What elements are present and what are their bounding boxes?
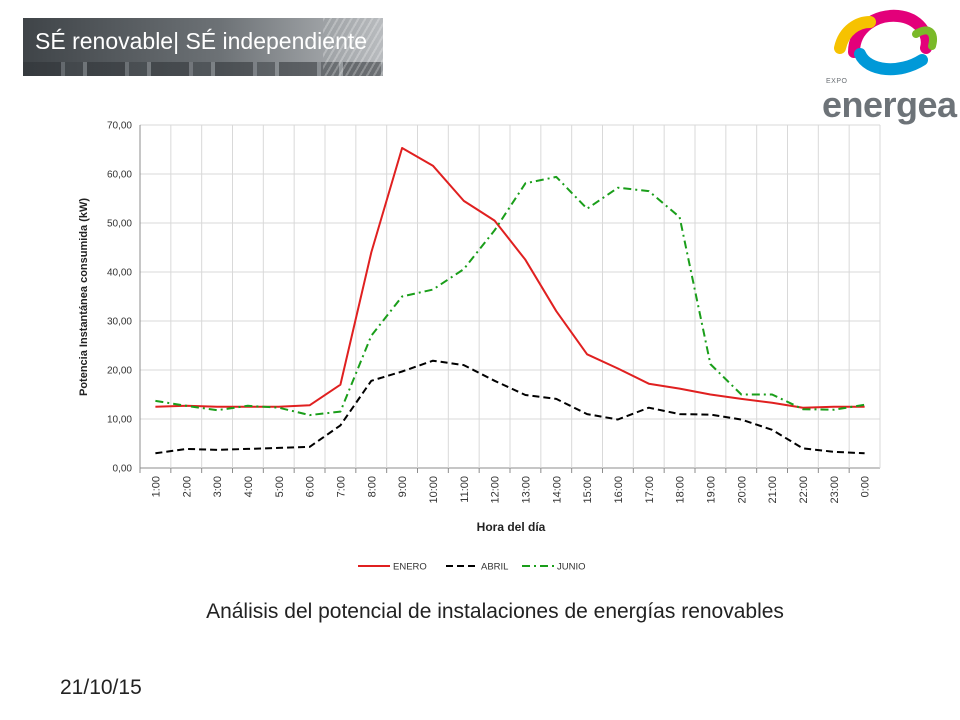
chart-legend: ENERO ABRIL JUNIO — [358, 562, 586, 573]
banner-texture — [323, 18, 383, 76]
series-line-abril — [155, 359, 865, 455]
x-tick-label: 3:00 — [212, 476, 224, 497]
chart-series — [155, 147, 865, 455]
x-tick-label: 14:00 — [551, 476, 563, 504]
x-tick-label: 7:00 — [335, 476, 347, 497]
x-tick-label: 13:00 — [520, 476, 532, 504]
slogan-banner: SÉ renovable| SÉ independiente — [23, 18, 383, 76]
x-tick-label: 17:00 — [644, 476, 656, 504]
energea-logo-mark — [834, 9, 937, 76]
series-line-enero — [155, 147, 865, 409]
slide-caption: Análisis del potencial de instalaciones … — [206, 600, 784, 623]
y-tick-label: 0,00 — [113, 464, 133, 475]
y-axis-label: Potencia Instantánea consumida (kW) — [78, 198, 90, 396]
x-tick-label: 22:00 — [798, 476, 810, 504]
x-tick-label: 6:00 — [305, 476, 317, 497]
banner-stripes — [23, 62, 383, 76]
x-tick-label: 21:00 — [767, 476, 779, 504]
energea-logo — [834, 9, 937, 76]
legend-label-abril: ABRIL — [481, 562, 508, 573]
logo-wordmark: energea — [822, 84, 957, 125]
x-axis-label: Hora del día — [477, 520, 546, 534]
x-tick-label: 5:00 — [274, 476, 286, 497]
legend-label-enero: ENERO — [393, 562, 427, 573]
y-tick-label: 40,00 — [107, 268, 132, 279]
x-tick-label: 1:00 — [150, 476, 162, 497]
x-tick-label: 8:00 — [366, 476, 378, 497]
x-tick-label: 2:00 — [181, 476, 193, 497]
x-tick-label: 15:00 — [582, 476, 594, 504]
y-tick-label: 10,00 — [107, 415, 132, 426]
banner-text: SÉ renovable| SÉ independiente — [35, 28, 368, 54]
consumption-chart: 0,0010,0020,0030,0040,0050,0060,0070,00 … — [78, 121, 881, 573]
y-tick-label: 70,00 — [107, 121, 132, 132]
x-tick-label: 16:00 — [613, 476, 625, 504]
x-tick-label: 10:00 — [428, 476, 440, 504]
y-tick-label: 20,00 — [107, 366, 132, 377]
x-tick-label: 12:00 — [490, 476, 502, 504]
x-tick-label: 4:00 — [243, 476, 255, 497]
x-tick-label: 23:00 — [829, 476, 841, 504]
y-tick-label: 50,00 — [107, 219, 132, 230]
x-tick-label: 11:00 — [459, 476, 471, 503]
y-axis-ticks: 0,00 10,00 20,00 30,00 40,00 50,00 60,00 70,00 — [107, 121, 132, 475]
y-tick-label: 60,00 — [107, 170, 132, 181]
chart-gridlines — [139, 124, 881, 469]
x-axis-ticks: 1:00 2:00 3:00 4:00 5:00 6:00 7:00 8:00 9:00 10:0… — [139, 468, 872, 504]
x-tick-label: 20:00 — [736, 476, 748, 504]
x-tick-label: 9:00 — [397, 476, 409, 497]
slide-date: 21/10/15 — [60, 676, 142, 699]
x-tick-label: 0:00 — [860, 476, 872, 497]
logo-expo-text: EXPO — [826, 78, 848, 85]
x-tick-label: 18:00 — [675, 476, 687, 504]
y-tick-label: 30,00 — [107, 317, 132, 328]
legend-label-junio: JUNIO — [557, 562, 586, 573]
series-line-junio — [155, 175, 865, 417]
x-tick-label: 19:00 — [705, 476, 717, 504]
